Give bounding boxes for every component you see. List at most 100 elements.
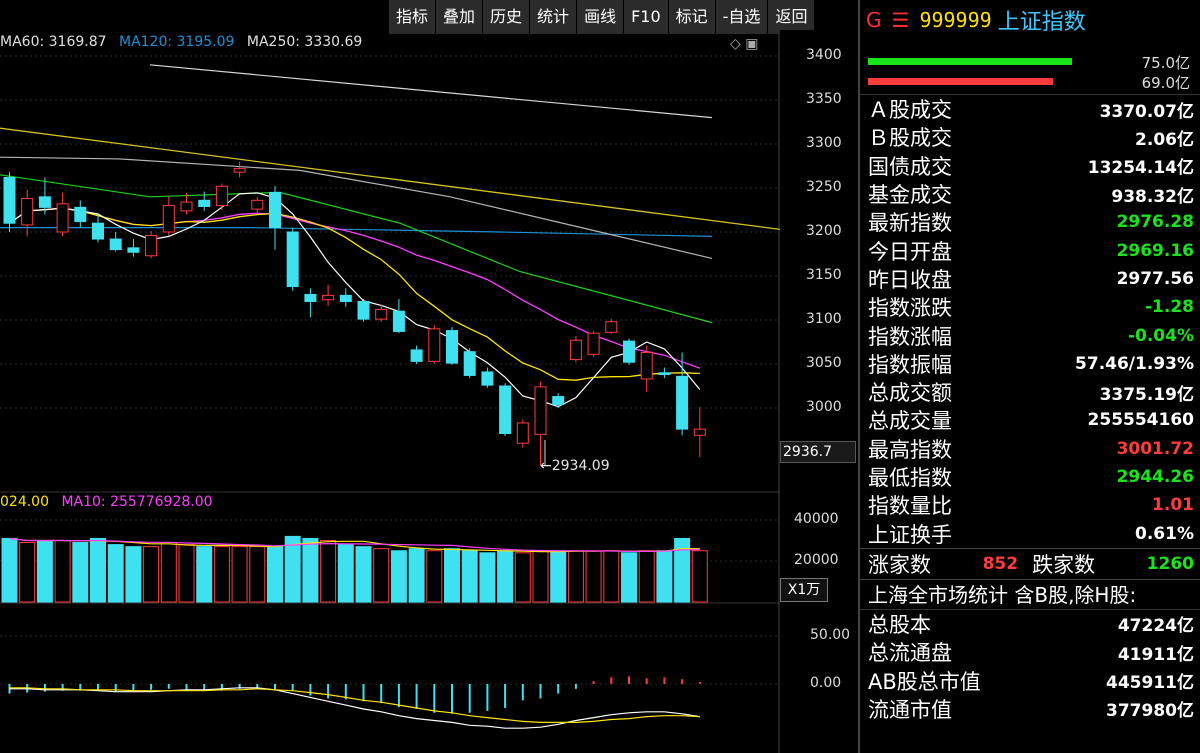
volume-bar-up: [532, 550, 549, 603]
candle-up: [569, 339, 582, 361]
stat-value: 2944.26: [1116, 467, 1194, 487]
down-count-label: 跌家数: [1032, 552, 1096, 577]
window-icon[interactable]: ▣: [745, 36, 759, 52]
toolbar-button-4[interactable]: 画线: [576, 0, 623, 34]
volume-bar-down: [656, 550, 673, 603]
candle-down: [623, 340, 635, 363]
stat-label: 最低指数: [868, 466, 952, 491]
stat-value: 2969.16: [1116, 240, 1194, 261]
candle-up: [693, 428, 706, 436]
stat-value: 41911亿: [1117, 644, 1194, 665]
stat-label: AB股总市值: [868, 669, 981, 694]
ma120-legend: MA120: 3195.09: [118, 34, 235, 50]
toolbar-button-6[interactable]: 标记: [667, 0, 715, 34]
stat-row: 上证换手 0.61%: [868, 519, 1194, 547]
candle-up: [56, 203, 69, 233]
volume-bar-up: [54, 540, 71, 603]
volume-ratio-bar: [868, 78, 977, 85]
chart-controls[interactable]: ◇ ▣: [730, 36, 758, 52]
volume-bar-up: [373, 548, 390, 603]
diamond-icon[interactable]: ◇: [730, 36, 741, 52]
volume-bar-up: [178, 544, 195, 603]
candle-up: [145, 235, 158, 257]
ma250-legend: MA250: 3330.69: [246, 34, 363, 50]
stat-value: 445911亿: [1106, 672, 1194, 693]
candle-down: [109, 238, 122, 251]
candle-down: [92, 222, 104, 240]
candle-down: [38, 196, 51, 208]
stat-value: 13254.14亿: [1087, 158, 1194, 179]
stat-list: Ａ股成交 3370.07亿 Ｂ股成交 2.06亿 国债成交 13254.14亿 基金成交 93…: [860, 95, 1200, 548]
candle-up: [322, 294, 335, 301]
volume-bar-up: [320, 540, 337, 603]
toolbar-button-2[interactable]: 历史: [482, 0, 529, 34]
volume-bar-down: [621, 552, 637, 603]
candle-down: [463, 351, 476, 376]
candle-down: [499, 385, 512, 435]
kline-chart-svg[interactable]: [0, 0, 780, 753]
volume-unit-button[interactable]: X1万: [780, 578, 828, 602]
stat-row: 指数涨幅 -0.04%: [868, 321, 1194, 349]
volume-bar-down: [90, 537, 106, 603]
stat-label: 指数涨跌: [868, 296, 952, 321]
volume-ratio-label: 69.0亿: [1141, 74, 1190, 92]
candle-up: [605, 321, 618, 333]
menu-icon[interactable]: ☰: [891, 8, 910, 32]
stat-label: 昨日收盘: [868, 267, 952, 292]
ma120-line: [0, 227, 713, 237]
candle-down: [481, 371, 494, 386]
stat-row: 指数涨跌 -1.28: [868, 293, 1194, 321]
volume-bar-down: [267, 546, 283, 603]
volume-bar-up: [213, 546, 230, 603]
stat-row: 最低指数 2944.26: [868, 463, 1194, 491]
ma60-legend: MA60: 3169.87: [0, 34, 107, 50]
stat-row: 指数量比 1.01: [868, 491, 1194, 519]
stat-label: 总成交额: [868, 381, 952, 406]
toolbar: 指标 叠加 历史 统计 画线 F10 标记 -自选 返回: [388, 0, 815, 34]
stat-row: 基金成交 938.32亿: [868, 180, 1194, 208]
stat-row: Ｂ股成交 2.06亿: [868, 123, 1194, 151]
volume-ma5-legend: 024.00: [0, 494, 49, 510]
volume-bar-down: [408, 548, 425, 603]
stat-label: 基金成交: [868, 183, 952, 208]
price-tick-label: 3250: [806, 179, 842, 195]
low-price-marker: ←2934.09: [540, 458, 610, 474]
toolbar-button-5[interactable]: F10: [623, 0, 668, 34]
volume-bar-down: [550, 550, 567, 603]
stat-row: 总股本 47224亿: [868, 610, 1194, 638]
volume-bar-down: [461, 550, 478, 603]
volume-bar-down: [390, 550, 407, 603]
volume-bar-down: [674, 537, 691, 603]
toolbar-button-3[interactable]: 统计: [529, 0, 576, 34]
toolbar-button-7[interactable]: -自选: [714, 0, 768, 34]
stat-row: Ａ股成交 3370.07亿: [868, 95, 1194, 123]
volume-bar-up: [160, 542, 177, 603]
toolbar-button-1[interactable]: 叠加: [435, 0, 482, 34]
stat-value: 57.46/1.93%: [1075, 353, 1194, 374]
stat-value: 255554160: [1087, 410, 1194, 431]
candle-down: [74, 206, 87, 222]
toolbar-button-8[interactable]: 返回: [767, 0, 814, 34]
volume-bar-down: [284, 535, 301, 603]
volume-tick-label: 40000: [794, 511, 839, 527]
macd-tick-label: 0.00: [810, 675, 842, 691]
stat-label: 总流通盘: [868, 641, 952, 666]
volume-bar-down: [36, 540, 53, 603]
candle-down: [269, 191, 281, 229]
candle-down: [392, 310, 405, 332]
stat-value: -1.28: [1145, 297, 1194, 318]
candle-up: [180, 201, 193, 212]
market-stats-title: 上海全市场统计 含B股,除H股:: [860, 580, 1200, 610]
kline-chart-area[interactable]: [0, 0, 780, 753]
candle-up: [587, 332, 600, 355]
stat-row: 流通市值 377980亿: [868, 695, 1194, 723]
toolbar-button-0[interactable]: 指标: [388, 0, 435, 34]
volume-bar-up: [603, 550, 620, 603]
stat-label: Ａ股成交: [868, 98, 952, 123]
stat-label: 指数振幅: [868, 352, 952, 377]
candle-up: [233, 168, 246, 173]
volume-bar-up: [567, 550, 584, 603]
g-icon[interactable]: G: [866, 8, 882, 32]
stat-label: 总成交量: [868, 409, 952, 434]
price-tick-label: 3150: [806, 267, 842, 283]
